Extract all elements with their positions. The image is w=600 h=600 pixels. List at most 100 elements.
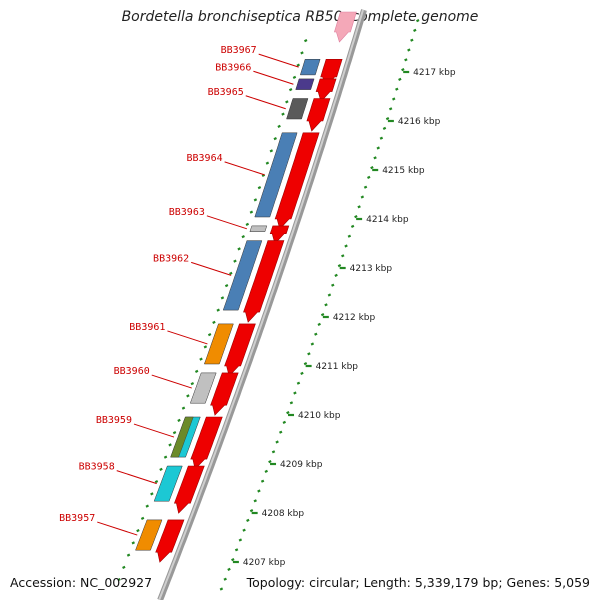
- inner-tick: [140, 516, 145, 520]
- gene-block: [203, 323, 234, 365]
- gene-block: [135, 519, 163, 551]
- scale-tick: [303, 362, 308, 366]
- inner-tick: [168, 443, 172, 447]
- inner-tick: [273, 137, 277, 141]
- gene-block: [153, 465, 183, 502]
- inner-tick: [181, 406, 186, 410]
- scale-tick: [300, 371, 304, 375]
- scale-tick: [398, 77, 402, 81]
- scale-tick: [376, 146, 380, 150]
- gene-label: BB3957: [59, 513, 95, 524]
- scale-tick: [379, 136, 384, 140]
- cds-arrow: [306, 98, 331, 132]
- scale-tick: [293, 391, 297, 395]
- scale-tick: [268, 460, 272, 464]
- label-leader: [133, 423, 175, 438]
- scale-tick: [344, 244, 348, 248]
- inner-tick: [172, 431, 177, 435]
- inner-tick: [207, 333, 212, 337]
- scale-tick: [257, 489, 261, 493]
- scale-tick: [331, 283, 335, 287]
- gene-block: [249, 225, 268, 232]
- cds-arrow: [315, 78, 337, 103]
- inner-tick: [253, 198, 258, 202]
- inner-tick: [281, 112, 285, 116]
- map-title: Bordetella bronchiseptica RB50, complete…: [121, 9, 479, 25]
- scale-tick: [363, 185, 368, 189]
- gene-track: [135, 59, 321, 551]
- inner-tick: [122, 565, 126, 569]
- inner-tick: [303, 39, 308, 43]
- scale-tick: [275, 440, 279, 444]
- gene-block: [254, 132, 298, 218]
- cds-arrow: [190, 416, 223, 470]
- inner-tick: [212, 320, 216, 324]
- inner-tick: [190, 382, 195, 386]
- scale-tick: [286, 411, 290, 415]
- cds-arrow: [274, 132, 320, 230]
- scale-tick: [357, 205, 361, 209]
- inner-tick: [117, 578, 121, 582]
- topology-text: Topology: circular; Length: 5,339,179 bp…: [246, 575, 590, 590]
- scale-tick: [416, 19, 420, 23]
- scale-tick: [289, 401, 294, 405]
- inner-tick: [269, 149, 274, 153]
- scale-tick: [395, 87, 399, 91]
- label-leader: [245, 95, 286, 110]
- inner-tick: [150, 492, 154, 496]
- scale-tick: [317, 322, 321, 326]
- gene-label: BB3963: [169, 207, 205, 218]
- inner-tick: [300, 51, 304, 55]
- gene-label: BB3966: [215, 62, 251, 73]
- inner-tick: [257, 186, 262, 190]
- cds-arrow: [155, 519, 185, 563]
- cds-arrow-faded: [333, 11, 357, 43]
- scale-tick-ring: 4217 kbp 4216 kbp 4215 kbp 4214 kbp 4213 kbp…: [219, 19, 456, 591]
- scale-tick: [296, 381, 301, 385]
- scale-tick: [314, 332, 318, 336]
- tick-label: 4210 kbp: [298, 411, 341, 421]
- inner-tick: [194, 369, 199, 373]
- label-leader: [206, 215, 248, 230]
- inner-tick: [265, 161, 270, 165]
- gene-label: BB3962: [153, 253, 189, 264]
- scale-tick: [360, 195, 365, 199]
- inner-tick: [159, 467, 163, 471]
- label-leader: [253, 70, 294, 85]
- inner-tick: [154, 480, 159, 484]
- tick-label: 4213 kbp: [350, 264, 393, 274]
- scale-tick: [253, 499, 257, 503]
- label-leader: [258, 53, 299, 68]
- inner-tick: [216, 308, 220, 312]
- inner-tick: [186, 394, 190, 398]
- scale-tick: [264, 469, 268, 473]
- inner-tick: [131, 541, 135, 545]
- inner-tick: [177, 418, 181, 422]
- tick-label: 4212 kbp: [333, 313, 376, 323]
- gene-label: BB3967: [221, 45, 257, 56]
- scale-tick: [310, 342, 315, 346]
- scale-tick: [388, 107, 393, 111]
- scale-tick: [278, 430, 283, 434]
- tick-label: 4216 kbp: [398, 117, 441, 127]
- inner-tick: [136, 529, 140, 533]
- scale-tick: [227, 567, 231, 571]
- scale-tick: [382, 126, 387, 130]
- inner-tick: [163, 455, 168, 459]
- scale-tick: [385, 117, 390, 121]
- gene-label: BB3965: [208, 87, 244, 98]
- scale-tick: [404, 58, 408, 62]
- scale-tick: [219, 587, 224, 591]
- inner-tick: [292, 75, 297, 79]
- gene-block-overlap: [170, 416, 194, 458]
- label-leader: [224, 161, 265, 176]
- genome-backbone: [157, 9, 367, 600]
- scale-tick: [407, 48, 411, 52]
- inner-tick: [126, 553, 131, 557]
- scale-tick: [373, 156, 377, 160]
- tick-label: 4211 kbp: [316, 362, 359, 372]
- scale-tick: [260, 479, 265, 483]
- cds-arrow: [224, 323, 256, 377]
- scale-tick: [231, 558, 235, 562]
- gene-block: [189, 372, 217, 404]
